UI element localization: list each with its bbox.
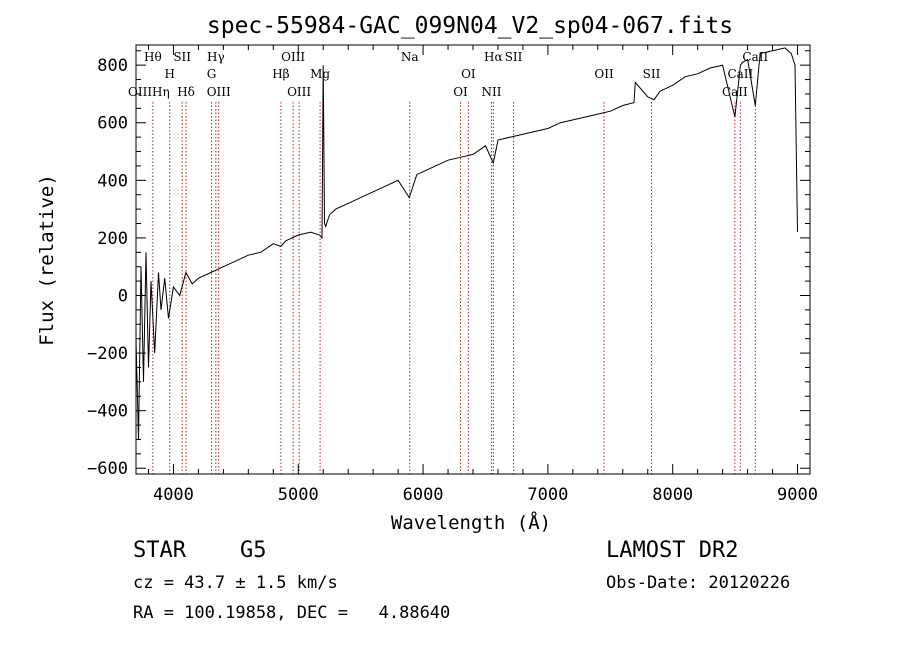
coordinates: RA = 100.19858, DEC = 4.88640 bbox=[133, 603, 451, 623]
line-label: OIII bbox=[281, 50, 305, 64]
object-class: STAR bbox=[133, 538, 186, 563]
redshift-value: cz = 43.7 ± 1.5 km/s bbox=[133, 573, 338, 593]
y-tick-label: −400 bbox=[87, 402, 128, 422]
spectrum-line bbox=[135, 47, 798, 440]
line-label: Hδ bbox=[177, 85, 195, 99]
y-tick-label: −200 bbox=[87, 344, 128, 364]
line-label: Hβ bbox=[272, 67, 289, 81]
y-tick-label: 600 bbox=[97, 114, 128, 134]
line-label: OIII bbox=[287, 85, 311, 99]
line-label: SII bbox=[643, 67, 661, 81]
line-label: NII bbox=[481, 85, 501, 99]
line-label: SII bbox=[505, 50, 523, 64]
line-label: SII bbox=[173, 50, 191, 64]
x-tick-label: 6000 bbox=[403, 485, 444, 505]
y-tick-label: 200 bbox=[97, 229, 128, 249]
y-axis: −600 −400 −200 0 200 400 600 800 bbox=[87, 50, 810, 479]
line-label: G bbox=[207, 67, 217, 81]
y-tick-label: −600 bbox=[87, 459, 128, 479]
y-tick-label: 0 bbox=[118, 286, 128, 306]
line-label: OI bbox=[453, 85, 468, 99]
x-tick-label: 9000 bbox=[777, 485, 818, 505]
line-label: OI bbox=[461, 67, 476, 81]
line-label: Hγ bbox=[207, 50, 225, 64]
y-tick-label: 800 bbox=[97, 56, 128, 76]
line-marker-layer bbox=[152, 102, 756, 474]
line-label: Hα bbox=[484, 50, 503, 64]
survey-name: LAMOST DR2 bbox=[606, 538, 739, 563]
left-line-label: OIIIHη bbox=[128, 85, 170, 99]
x-axis-label: Wavelength (Å) bbox=[391, 511, 551, 534]
line-label: OIII bbox=[207, 85, 231, 99]
y-tick-label: 400 bbox=[97, 171, 128, 191]
x-tick-label: 8000 bbox=[652, 485, 693, 505]
line-label: Na bbox=[401, 50, 419, 64]
x-tick-label: 5000 bbox=[278, 485, 319, 505]
observation-date: Obs-Date: 20120226 bbox=[606, 573, 791, 593]
y-axis-label: Flux (relative) bbox=[36, 174, 58, 346]
line-label: OII bbox=[594, 67, 614, 81]
line-label: Mg bbox=[310, 67, 330, 81]
chart-title: spec-55984-GAC_099N04_V2_sp04-067.fits bbox=[207, 13, 733, 39]
x-tick-label: 7000 bbox=[527, 485, 568, 505]
line-label: CaII bbox=[727, 67, 753, 81]
line-label: Hθ bbox=[144, 50, 162, 64]
x-tick-label: 4000 bbox=[153, 485, 194, 505]
plot-frame bbox=[135, 44, 811, 475]
x-axis: 4000 5000 6000 7000 8000 9000 bbox=[147, 45, 818, 505]
line-label: CaII bbox=[722, 85, 748, 99]
line-label: H bbox=[164, 67, 174, 81]
object-subclass: G5 bbox=[240, 538, 267, 563]
